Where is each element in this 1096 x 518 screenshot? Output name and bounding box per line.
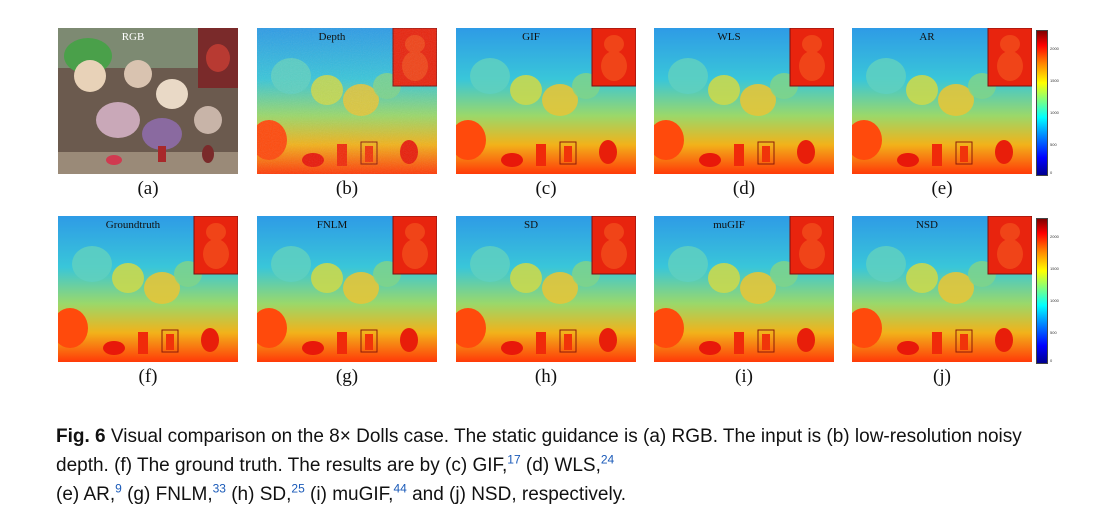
reference-link[interactable]: 25 bbox=[291, 481, 305, 496]
reference-link[interactable]: 24 bbox=[600, 452, 615, 467]
depth-image bbox=[852, 28, 1032, 174]
subfigure-label: (a) bbox=[137, 178, 159, 199]
caption-text: Visual comparison on the 8× Dolls case. … bbox=[56, 426, 1022, 476]
subfigure-label: (b) bbox=[335, 178, 359, 199]
panel-label: muGIF bbox=[713, 219, 745, 231]
panel-label: Depth bbox=[318, 31, 346, 43]
figure-caption: Fig. 6 Visual comparison on the 8× Dolls… bbox=[56, 422, 1056, 509]
panel-label: NSD bbox=[915, 219, 938, 231]
colorbar-tick: 1500 bbox=[1050, 78, 1059, 83]
colorbar bbox=[1036, 218, 1048, 364]
colorbar-tick: 0 bbox=[1050, 170, 1053, 175]
colorbar-tick: 1000 bbox=[1050, 110, 1059, 115]
panel-label: WLS bbox=[717, 31, 741, 43]
subfigure-label: (g) bbox=[335, 366, 359, 387]
colorbar bbox=[1036, 30, 1048, 176]
reference-link[interactable]: 33 bbox=[212, 481, 226, 496]
colorbar-tick: 500 bbox=[1050, 142, 1057, 147]
colorbar-ticks: 2000 1500 1000 500 0 bbox=[1047, 218, 1073, 364]
figure-number: Fig. 6 bbox=[56, 426, 106, 447]
colorbar-ticks: 2000 1500 1000 500 0 bbox=[1047, 30, 1073, 176]
colorbar-tick: 500 bbox=[1050, 330, 1057, 335]
subfigure-label: (f) bbox=[138, 366, 158, 387]
panel-label: Groundtruth bbox=[105, 219, 161, 231]
caption-text: and (j) NSD, respectively. bbox=[406, 484, 627, 505]
depth-image bbox=[257, 216, 437, 362]
caption-text: (d) WLS, bbox=[520, 455, 601, 476]
subfigure-label: (c) bbox=[535, 178, 557, 199]
reference-link[interactable]: 44 bbox=[393, 481, 407, 496]
depth-image bbox=[58, 216, 238, 362]
caption-text: (h) SD, bbox=[225, 484, 292, 505]
subfigure-label: (d) bbox=[732, 178, 756, 199]
rgb-image bbox=[58, 28, 238, 174]
depth-image bbox=[456, 216, 636, 362]
subfigure-label: (h) bbox=[534, 366, 558, 387]
colorbar-tick: 2000 bbox=[1050, 234, 1059, 239]
figure-6: RGB (a) Depth (b) GIF (c) WLS (d) AR (e)… bbox=[58, 28, 1073, 387]
depth-image bbox=[852, 216, 1032, 362]
panel-label: AR bbox=[919, 31, 935, 43]
depth-image bbox=[456, 28, 636, 174]
panel-label: GIF bbox=[522, 31, 540, 43]
caption-text: (g) FNLM, bbox=[121, 484, 213, 505]
caption-text: (i) muGIF, bbox=[304, 484, 394, 505]
colorbar-tick: 2000 bbox=[1050, 46, 1059, 51]
panel-label: FNLM bbox=[316, 219, 348, 231]
colorbar-tick: 1000 bbox=[1050, 298, 1059, 303]
panel-label: SD bbox=[523, 219, 539, 231]
colorbar-tick: 0 bbox=[1050, 358, 1053, 363]
subfigure-label: (i) bbox=[735, 366, 753, 387]
depth-image bbox=[654, 28, 834, 174]
subfigure-label: (j) bbox=[933, 366, 951, 387]
panel-label: RGB bbox=[121, 31, 145, 43]
reference-link[interactable]: 9 bbox=[115, 481, 122, 496]
depth-image bbox=[654, 216, 834, 362]
caption-text: (e) AR, bbox=[56, 484, 116, 505]
depth-image bbox=[257, 28, 437, 174]
colorbar-tick: 1500 bbox=[1050, 266, 1059, 271]
subfigure-label: (e) bbox=[931, 178, 953, 199]
reference-link[interactable]: 17 bbox=[507, 452, 521, 467]
